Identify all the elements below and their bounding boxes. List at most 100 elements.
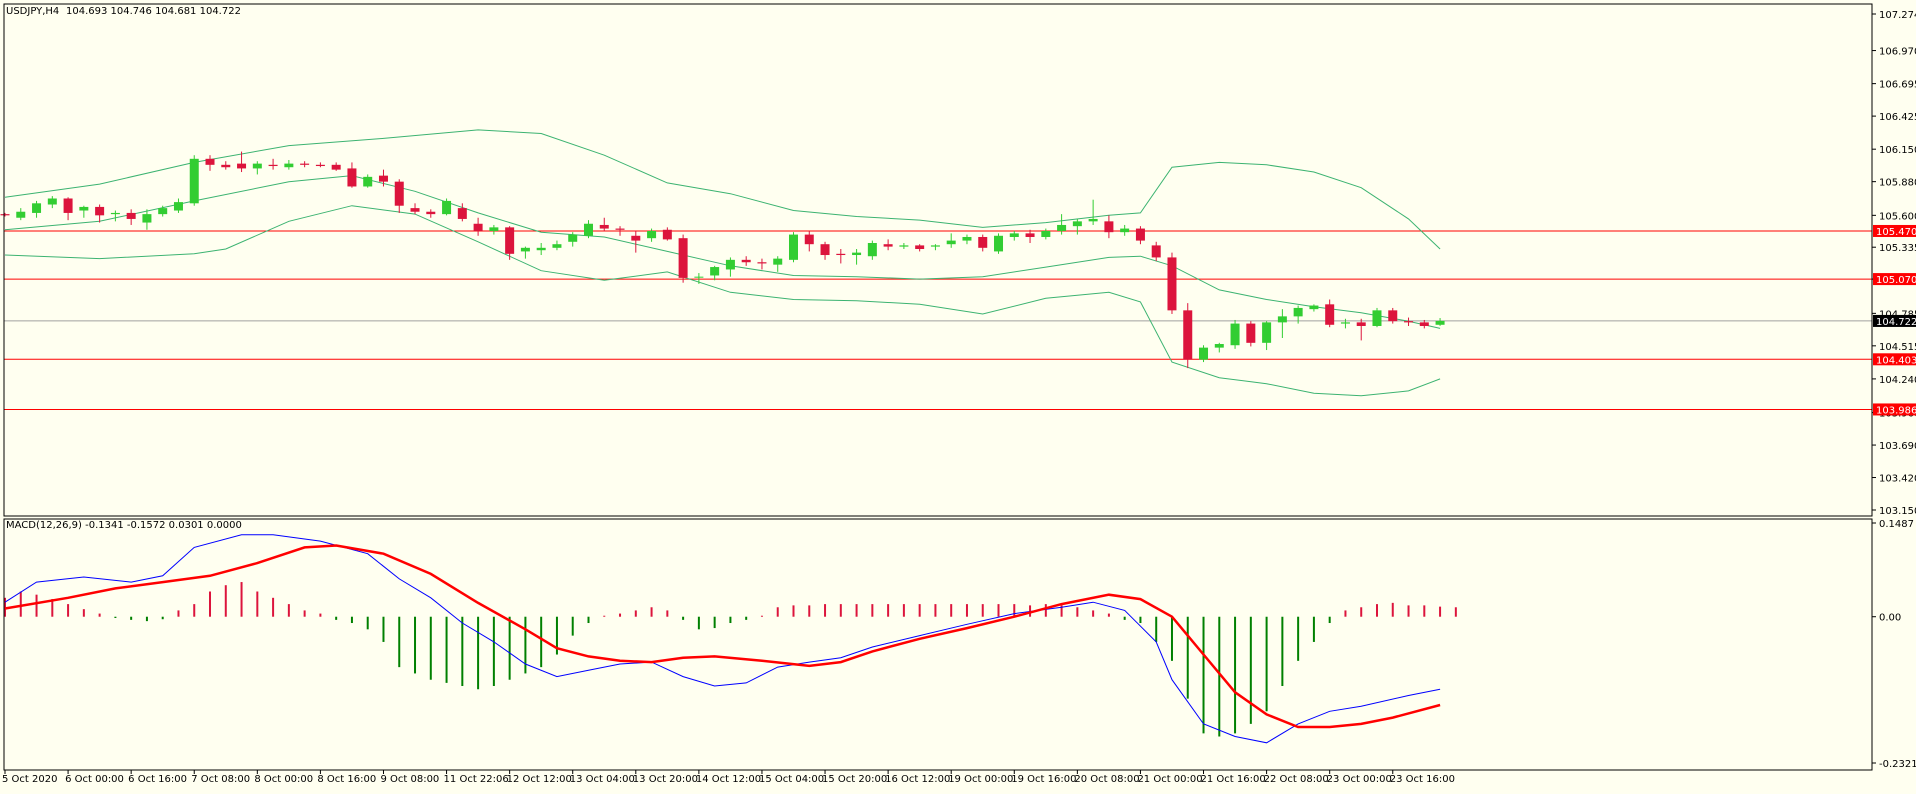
bear-candle[interactable] bbox=[804, 234, 814, 245]
bull-candle[interactable] bbox=[1309, 305, 1319, 310]
bear-candle[interactable] bbox=[678, 238, 688, 278]
bear-candle[interactable] bbox=[95, 206, 105, 216]
bull-candle[interactable] bbox=[899, 245, 909, 247]
bull-candle[interactable] bbox=[962, 236, 972, 241]
bull-candle[interactable] bbox=[189, 158, 199, 204]
bull-candle[interactable] bbox=[994, 235, 1004, 252]
bear-candle[interactable] bbox=[1419, 322, 1429, 326]
bear-candle[interactable] bbox=[300, 163, 310, 165]
bull-candle[interactable] bbox=[173, 202, 183, 211]
bull-candle[interactable] bbox=[946, 240, 956, 245]
bear-candle[interactable] bbox=[505, 227, 515, 254]
bull-candle[interactable] bbox=[583, 223, 593, 236]
bull-candle[interactable] bbox=[725, 259, 735, 270]
bull-candle[interactable] bbox=[1262, 322, 1272, 343]
bull-candle[interactable] bbox=[252, 163, 262, 169]
bull-candle[interactable] bbox=[32, 203, 42, 213]
bull-candle[interactable] bbox=[1088, 218, 1098, 222]
bear-candle[interactable] bbox=[1151, 245, 1161, 258]
bull-candle[interactable] bbox=[552, 244, 562, 248]
bull-candle[interactable] bbox=[1041, 230, 1051, 237]
bull-candle[interactable] bbox=[1293, 307, 1303, 317]
bull-candle[interactable] bbox=[1230, 323, 1240, 346]
bear-candle[interactable] bbox=[1025, 233, 1035, 237]
bear-candle[interactable] bbox=[221, 164, 231, 168]
bull-candle[interactable] bbox=[1057, 224, 1067, 231]
x-tick-label: 19 Oct 00:00 bbox=[948, 774, 1013, 785]
bull-candle[interactable] bbox=[647, 230, 657, 239]
bear-candle[interactable] bbox=[315, 164, 325, 167]
bull-candle[interactable] bbox=[536, 247, 546, 251]
bull-candle[interactable] bbox=[1435, 320, 1445, 325]
bull-candle[interactable] bbox=[442, 200, 452, 215]
x-tick-label: 13 Oct 20:00 bbox=[633, 774, 698, 785]
bull-candle[interactable] bbox=[568, 234, 578, 242]
bear-candle[interactable] bbox=[268, 164, 278, 167]
bull-candle[interactable] bbox=[158, 208, 168, 215]
x-tick-label: 23 Oct 00:00 bbox=[1327, 774, 1392, 785]
bear-candle[interactable] bbox=[1167, 257, 1177, 311]
bear-candle[interactable] bbox=[1246, 323, 1256, 343]
bear-candle[interactable] bbox=[1356, 322, 1366, 326]
bull-candle[interactable] bbox=[110, 212, 120, 215]
bear-candle[interactable] bbox=[615, 228, 625, 230]
bull-candle[interactable] bbox=[79, 206, 89, 211]
bear-candle[interactable] bbox=[741, 259, 751, 263]
macd-pane[interactable] bbox=[4, 534, 1457, 744]
bear-candle[interactable] bbox=[836, 253, 846, 256]
bull-candle[interactable] bbox=[852, 252, 862, 256]
bear-candle[interactable] bbox=[757, 262, 767, 264]
bear-candle[interactable] bbox=[331, 164, 341, 170]
bull-candle[interactable] bbox=[930, 245, 940, 247]
bull-candle[interactable] bbox=[867, 242, 877, 257]
bear-candle[interactable] bbox=[1325, 304, 1335, 325]
bear-candle[interactable] bbox=[63, 198, 73, 213]
bear-candle[interactable] bbox=[1404, 321, 1414, 323]
bear-candle[interactable] bbox=[0, 214, 10, 216]
bull-candle[interactable] bbox=[1072, 221, 1082, 227]
bear-candle[interactable] bbox=[378, 175, 388, 182]
bull-candle[interactable] bbox=[284, 163, 294, 168]
bull-candle[interactable] bbox=[489, 227, 499, 231]
bear-candle[interactable] bbox=[1183, 310, 1193, 360]
bear-candle[interactable] bbox=[1388, 310, 1398, 322]
bear-candle[interactable] bbox=[599, 224, 609, 229]
bull-candle[interactable] bbox=[47, 198, 57, 205]
macd-label: MACD(12,26,9) -0.1341 -0.1572 0.0301 0.0… bbox=[6, 520, 242, 531]
bull-candle[interactable] bbox=[363, 176, 373, 187]
bull-candle[interactable] bbox=[1214, 344, 1224, 348]
bull-candle[interactable] bbox=[710, 267, 720, 276]
bull-candle[interactable] bbox=[1340, 322, 1350, 324]
bull-candle[interactable] bbox=[1372, 310, 1382, 326]
bear-candle[interactable] bbox=[662, 229, 672, 240]
bear-candle[interactable] bbox=[1135, 228, 1145, 241]
bull-candle[interactable] bbox=[520, 247, 530, 252]
bear-candle[interactable] bbox=[237, 163, 247, 169]
price-pane[interactable] bbox=[0, 129, 1873, 410]
bull-candle[interactable] bbox=[1199, 347, 1209, 360]
bull-candle[interactable] bbox=[1277, 316, 1287, 323]
bear-candle[interactable] bbox=[126, 212, 136, 219]
bear-candle[interactable] bbox=[426, 211, 436, 215]
bull-candle[interactable] bbox=[694, 276, 704, 278]
bear-candle[interactable] bbox=[347, 168, 357, 187]
bear-candle[interactable] bbox=[205, 158, 215, 165]
bull-candle[interactable] bbox=[789, 234, 798, 260]
bull-candle[interactable] bbox=[142, 214, 152, 223]
bear-candle[interactable] bbox=[915, 245, 925, 250]
bear-candle[interactable] bbox=[1104, 221, 1114, 233]
bull-candle[interactable] bbox=[1009, 233, 1019, 237]
y-tick-label: 104.515 bbox=[1879, 342, 1916, 353]
bear-candle[interactable] bbox=[883, 244, 893, 247]
bull-candle[interactable] bbox=[773, 258, 783, 265]
bear-candle[interactable] bbox=[473, 223, 483, 231]
bear-candle[interactable] bbox=[457, 208, 467, 219]
bear-candle[interactable] bbox=[410, 208, 420, 212]
bull-candle[interactable] bbox=[16, 211, 26, 218]
bear-candle[interactable] bbox=[978, 236, 988, 248]
bear-candle[interactable] bbox=[631, 235, 641, 241]
bear-candle[interactable] bbox=[820, 244, 830, 256]
bear-candle[interactable] bbox=[394, 181, 404, 206]
bull-candle[interactable] bbox=[1120, 228, 1130, 233]
